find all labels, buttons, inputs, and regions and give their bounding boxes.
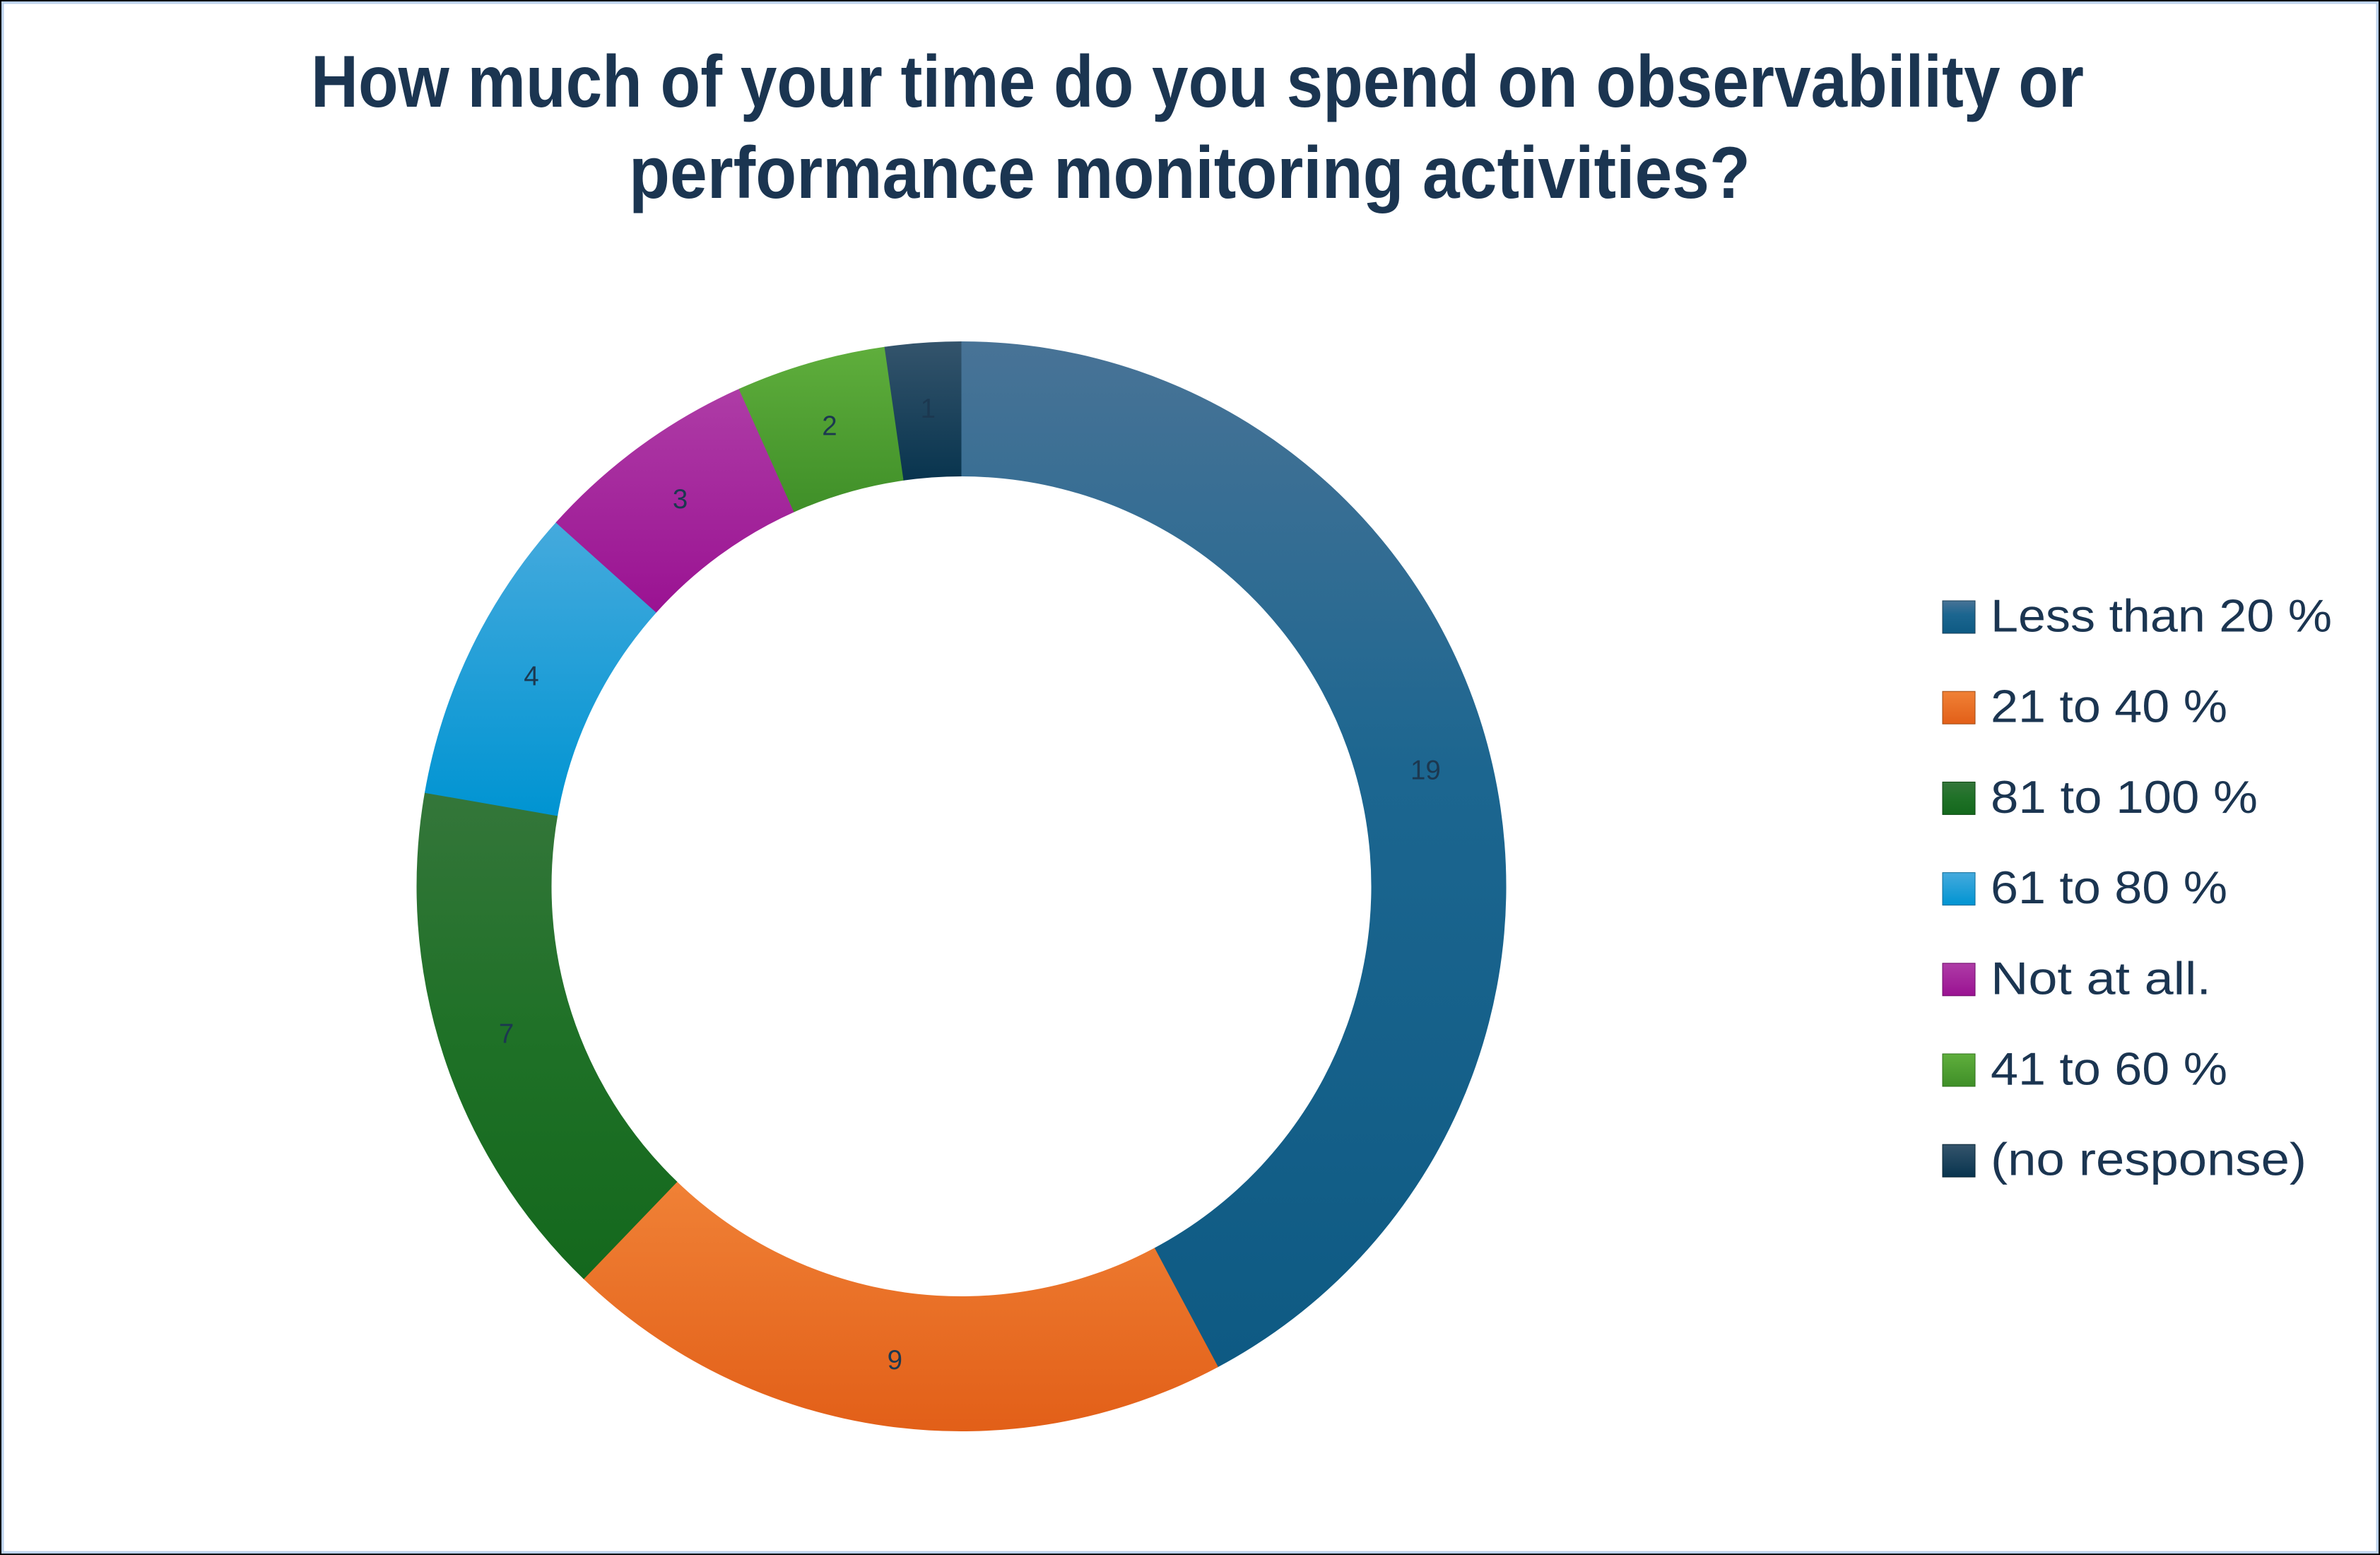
svg-text:21 to 40 %: 21 to 40 % <box>1991 681 2227 732</box>
svg-text:3: 3 <box>673 484 688 515</box>
svg-text:19: 19 <box>1410 756 1441 786</box>
svg-text:61 to 80 %: 61 to 80 % <box>1991 862 2227 913</box>
svg-text:9: 9 <box>888 1345 902 1375</box>
svg-text:81 to 100 %: 81 to 100 % <box>1991 771 2258 823</box>
svg-text:2: 2 <box>822 411 837 442</box>
svg-text:1: 1 <box>921 394 936 424</box>
svg-text:How much of your time do you s: How much of your time do you spend on ob… <box>311 41 2084 123</box>
svg-text:Less than 20 %: Less than 20 % <box>1991 590 2332 642</box>
svg-text:Not at all.: Not at all. <box>1991 952 2211 1004</box>
svg-text:4: 4 <box>524 662 538 692</box>
svg-text:7: 7 <box>499 1019 514 1050</box>
svg-text:performance monitoring activit: performance monitoring activities? <box>629 132 1750 214</box>
svg-text:41 to 60 %: 41 to 60 % <box>1991 1043 2227 1095</box>
svg-text:(no response): (no response) <box>1991 1134 2307 1185</box>
